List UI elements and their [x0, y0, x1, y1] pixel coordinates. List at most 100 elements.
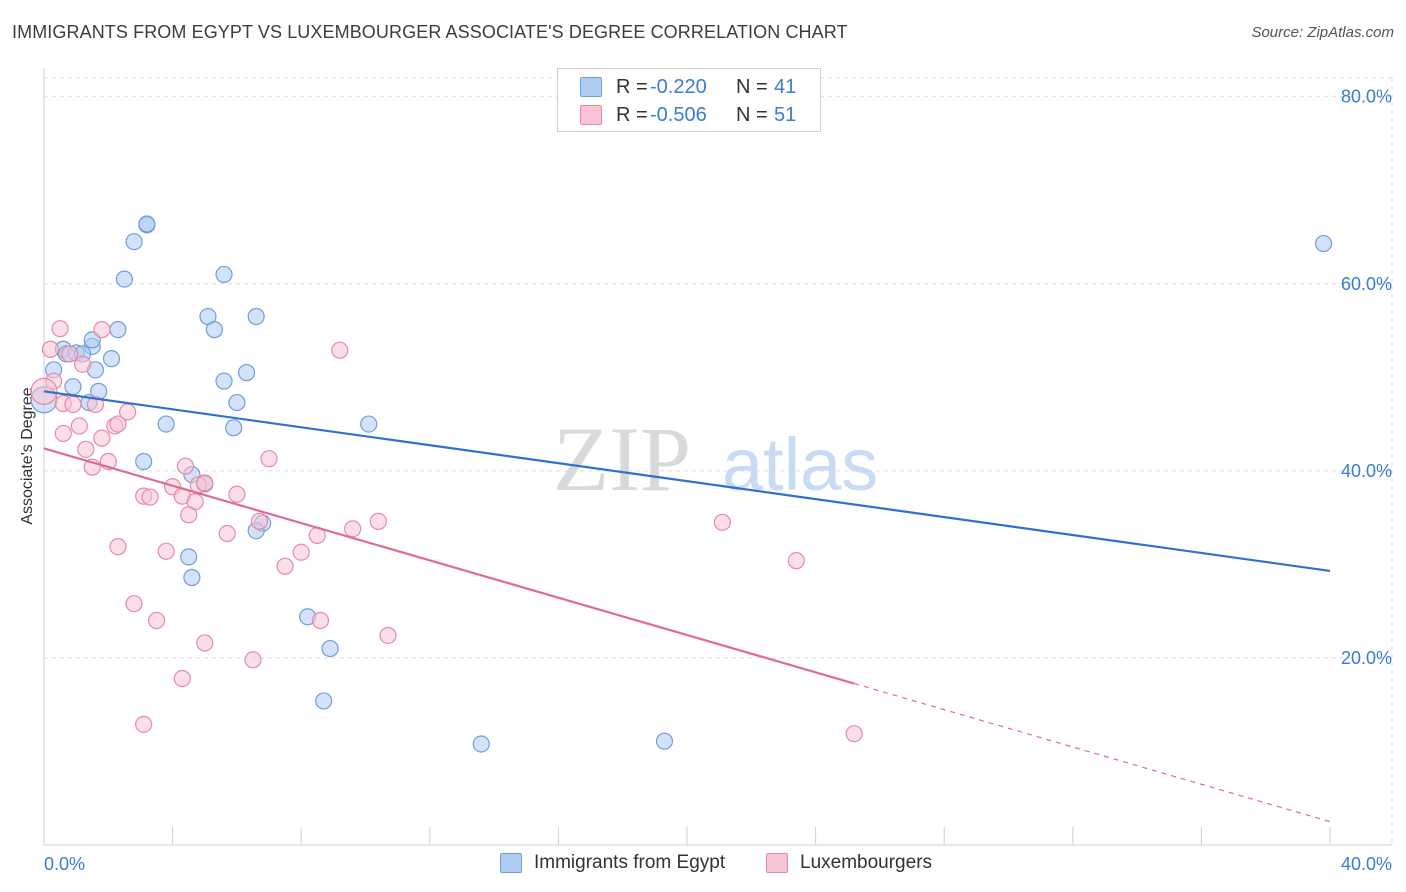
x-tick-label-right: 40.0% — [1341, 854, 1392, 874]
legend-r-value: -0.506 — [650, 103, 707, 126]
egypt-point[interactable] — [138, 215, 156, 233]
luxembourgers-point[interactable] — [109, 538, 127, 556]
luxembourgers-point[interactable] — [125, 595, 143, 613]
egypt-point[interactable] — [655, 732, 674, 750]
egypt-point[interactable] — [215, 372, 233, 390]
luxembourgers-point[interactable] — [311, 611, 330, 630]
tick-label-layer: 20.0% 40.0% 60.0% 80.0% 0.0% 40.0% — [44, 87, 1392, 874]
luxembourgers-point[interactable] — [344, 520, 362, 538]
luxembourgers-point[interactable] — [379, 626, 397, 645]
legend-n-label: N = — [736, 75, 768, 98]
egypt-point[interactable] — [125, 233, 143, 251]
luxembourgers-point[interactable] — [64, 395, 82, 414]
luxembourgers-point[interactable] — [109, 415, 127, 433]
legend-r-label: R = — [616, 103, 648, 126]
legend-r-value: -0.220 — [650, 75, 707, 98]
egypt-point[interactable] — [360, 415, 378, 433]
luxembourgers-point[interactable] — [73, 355, 92, 373]
axis-layer — [43, 68, 1392, 846]
y-tick-label: 80.0% — [1341, 87, 1392, 107]
egypt-point[interactable] — [472, 735, 490, 753]
legend-n-label: N = — [736, 103, 768, 126]
watermark: ZIP atlas — [553, 408, 878, 510]
luxembourgers-point[interactable] — [250, 512, 269, 530]
series-label-luxembourgers: Luxembourgers — [800, 852, 933, 873]
luxembourgers-point[interactable] — [276, 557, 294, 575]
series-legend-egypt[interactable]: Immigrants from Egypt — [500, 852, 725, 874]
luxembourgers-point[interactable] — [787, 552, 805, 570]
y-tick-label: 20.0% — [1341, 648, 1392, 668]
luxembourgers-point[interactable] — [244, 651, 262, 669]
legend-swatch-egypt — [580, 77, 602, 97]
x-tick-label-left: 0.0% — [44, 854, 85, 874]
series-label-egypt: Immigrants from Egypt — [534, 852, 726, 873]
luxembourgers-point[interactable] — [51, 320, 69, 338]
series-legend-luxembourgers[interactable]: Luxembourgers — [766, 852, 932, 874]
series-legend: Immigrants from Egypt Luxembourgers — [0, 852, 1406, 878]
luxembourgers-point[interactable] — [86, 395, 105, 414]
egypt-point[interactable] — [315, 692, 333, 710]
series-swatch-egypt — [500, 853, 522, 873]
egypt-point[interactable] — [237, 364, 256, 382]
chart-title: IMMIGRANTS FROM EGYPT VS LUXEMBOURGER AS… — [12, 22, 848, 42]
legend-n-value: 41 — [774, 75, 797, 98]
luxembourgers-point[interactable] — [292, 543, 310, 561]
luxembourgers-point[interactable] — [228, 485, 246, 503]
correlation-legend: R = -0.220 N = 41 R = -0.506 N = 51 — [557, 68, 821, 132]
luxembourgers-point[interactable] — [61, 345, 79, 363]
luxembourgers-point[interactable] — [93, 429, 111, 447]
egypt-point[interactable] — [102, 350, 121, 368]
luxembourgers-point[interactable] — [260, 450, 278, 468]
egypt-point[interactable] — [157, 415, 175, 433]
egypt-point[interactable] — [1314, 234, 1333, 253]
legend-n-value: 51 — [774, 103, 797, 126]
egypt-point[interactable] — [109, 321, 127, 339]
luxembourgers-point[interactable] — [218, 524, 236, 543]
luxembourgers-point[interactable] — [176, 457, 195, 475]
luxembourgers-trend-line — [43, 447, 855, 685]
luxembourgers-point[interactable] — [147, 611, 166, 630]
egypt-point[interactable] — [183, 568, 201, 587]
luxembourgers-point[interactable] — [369, 512, 387, 530]
egypt-point[interactable] — [215, 265, 233, 284]
egypt-point[interactable] — [321, 639, 339, 658]
grid-layer — [44, 77, 1393, 845]
egypt-point[interactable] — [115, 270, 133, 288]
egypt-point[interactable] — [135, 452, 153, 471]
egypt-point[interactable] — [180, 548, 198, 566]
watermark-zip: ZIP — [553, 408, 691, 510]
luxembourgers-point[interactable] — [54, 424, 72, 443]
luxembourgers-point[interactable] — [135, 715, 153, 733]
y-tick-label: 40.0% — [1341, 461, 1392, 481]
luxembourgers-point[interactable] — [196, 474, 214, 492]
luxembourgers-point[interactable] — [845, 725, 863, 743]
luxembourgers-point[interactable] — [331, 341, 349, 359]
legend-row-luxembourgers: R = -0.506 N = 51 — [558, 101, 796, 129]
egypt-point[interactable] — [247, 307, 265, 326]
luxembourgers-point[interactable] — [118, 403, 137, 421]
luxembourgers-point[interactable] — [70, 417, 88, 435]
egypt-point[interactable] — [228, 393, 246, 412]
watermark-atlas: atlas — [722, 423, 878, 506]
egypt-point[interactable] — [225, 419, 243, 437]
luxembourgers-point[interactable] — [173, 669, 191, 688]
luxembourgers-point[interactable] — [77, 440, 95, 458]
legend-row-egypt: R = -0.220 N = 41 — [558, 73, 796, 101]
luxembourgers-point[interactable] — [180, 506, 198, 524]
y-tick-label: 60.0% — [1341, 274, 1392, 294]
source-credit: Source: ZipAtlas.com — [1251, 24, 1394, 41]
luxembourgers-trend-extension — [854, 682, 1331, 823]
legend-r-label: R = — [616, 75, 648, 98]
luxembourgers-point[interactable] — [141, 488, 159, 506]
points-layer — [30, 215, 1333, 753]
luxembourgers-point[interactable] — [157, 542, 175, 560]
luxembourgers-point[interactable] — [93, 321, 111, 339]
egypt-point[interactable] — [205, 321, 223, 339]
luxembourgers-point[interactable] — [713, 513, 731, 531]
trend-layer — [43, 390, 1331, 823]
egypt-point[interactable] — [64, 378, 82, 396]
egypt-trend-line — [43, 390, 1331, 573]
luxembourgers-point[interactable] — [41, 340, 60, 358]
luxembourgers-point[interactable] — [196, 634, 214, 652]
